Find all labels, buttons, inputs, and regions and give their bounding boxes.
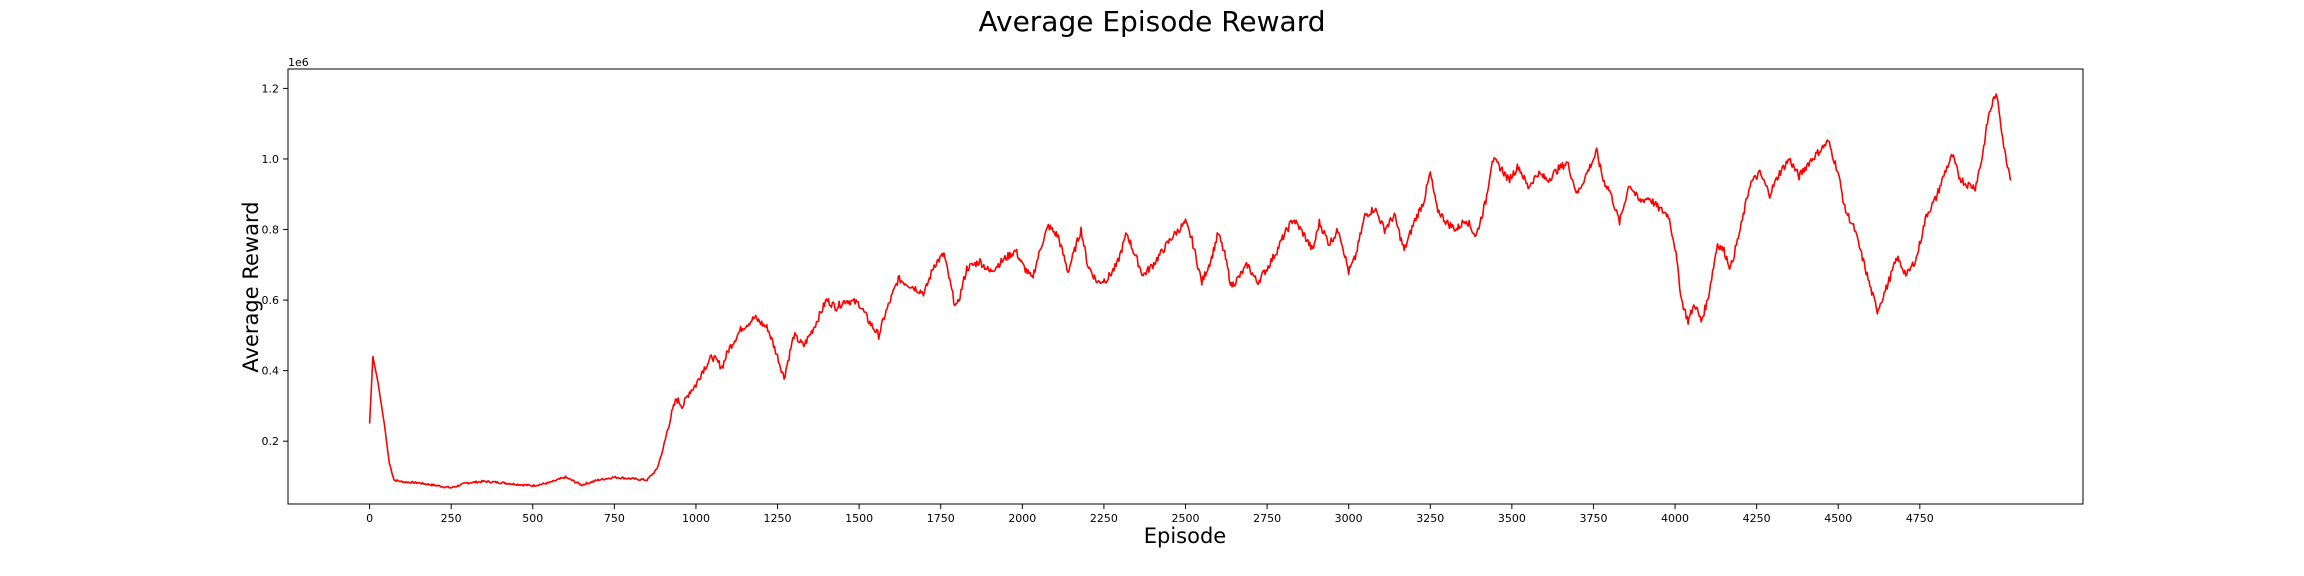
series-layer [368,93,2012,489]
plot-frame [287,68,2084,505]
x-tick-label: 2250 [1090,512,1118,525]
y-tick-label: 0.2 [262,435,280,448]
x-tick-label: 4000 [1661,512,1689,525]
x-tick-label: 500 [522,512,543,525]
x-tick-label: 750 [604,512,625,525]
y-tick-label: 1.0 [262,153,280,166]
y-tick-label: 0.8 [262,224,280,237]
x-axis-label: Episode [1144,524,1226,548]
y-axis: 0.2 0.4 0.6 0.8 1.0 1.2 [262,82,288,448]
x-tick-label: 1250 [764,512,792,525]
x-tick-label: 1750 [927,512,955,525]
y-tick-label: 0.4 [262,365,280,378]
x-tick-label: 3750 [1579,512,1607,525]
x-axis: 0 250 500 750 1000 1250 1500 1750 2000 2250 2500 27… [366,504,1934,525]
x-tick-label: 4750 [1906,512,1934,525]
x-tick-label: 4500 [1824,512,1852,525]
y-tick-label: 0.6 [262,294,280,307]
series-line-0 [368,93,2012,489]
x-tick-label: 0 [366,512,373,525]
y-axis-label: Average Reward [239,201,263,372]
x-tick-label: 2500 [1172,512,1200,525]
x-tick-label: 3000 [1335,512,1363,525]
x-tick-label: 4250 [1743,512,1771,525]
x-tick-label: 1500 [845,512,873,525]
y-offset-label: 1e6 [288,56,309,69]
x-tick-label: 3250 [1416,512,1444,525]
y-tick-label: 1.2 [262,82,280,95]
x-tick-label: 1000 [682,512,710,525]
x-tick-label: 2000 [1008,512,1036,525]
x-tick-label: 3500 [1498,512,1526,525]
chart-title: Average Episode Reward [978,5,1325,38]
x-tick-label: 2750 [1253,512,1281,525]
x-tick-label: 250 [441,512,462,525]
